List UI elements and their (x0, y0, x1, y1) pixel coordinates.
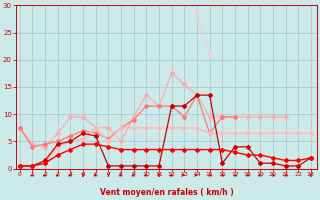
X-axis label: Vent moyen/en rafales ( km/h ): Vent moyen/en rafales ( km/h ) (100, 188, 234, 197)
